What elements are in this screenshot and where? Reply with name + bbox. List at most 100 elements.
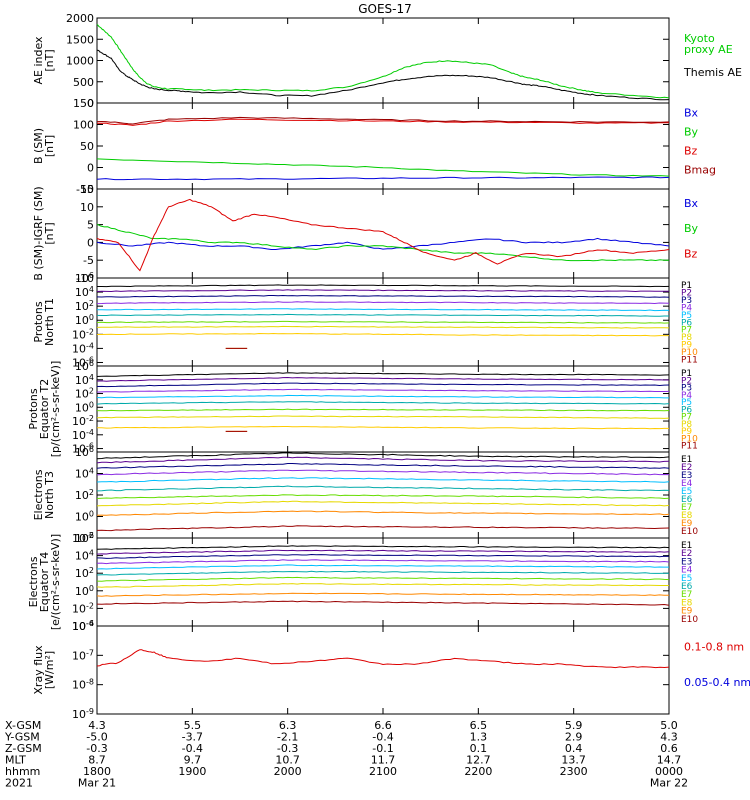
channel-label-e1: E1 [681,455,692,465]
time-row-value: -2.1 [277,731,298,744]
y-axis-label: AE index[nT] [32,36,56,85]
time-row-value: 10.7 [275,754,300,767]
channel-label-e10: E10 [681,615,698,625]
y-tick-label: 5 [87,219,94,232]
y-tick-label: 2000 [66,12,94,25]
time-row-value: Mar 21 [78,777,116,790]
channel-line-p9 [96,425,669,430]
legend-bmag: Bmag [684,164,716,177]
channel-line-e5 [96,564,669,570]
y-tick-label: 150 [73,97,94,110]
channel-label-p8: P8 [681,333,692,343]
channel-label-e1: E1 [681,541,692,551]
y-tick-label: 106 [75,271,94,285]
time-row-value: -3.7 [182,731,203,744]
channel-label-e9: E9 [681,519,693,529]
channel-label-p6: P6 [681,318,692,328]
channel-label-p5: P5 [681,398,692,408]
channel-label-e5: E5 [681,487,692,497]
channel-label-p4: P4 [681,391,692,401]
y-axis-label: B (SM)-IGRF (SM)[nT] [32,186,56,280]
time-row-value: 14.7 [657,754,682,767]
channel-label-p11: P11 [681,442,698,452]
time-row-label: hhmm [5,765,40,778]
channel-label-e5: E5 [681,574,692,584]
channel-label-p11: P11 [681,356,698,366]
channel-label-p2: P2 [681,376,692,386]
legend-by: By [684,222,699,235]
time-row-value: -0.4 [372,731,393,744]
channel-line-e4 [96,559,670,565]
channel-line-p5 [96,394,669,399]
time-row-value: 2100 [369,765,397,778]
channel-label-e10: E10 [681,527,698,537]
y-tick-label: 10-8 [72,678,94,692]
time-axis: X-GSM 4.3 5.5 6.3 6.6 6.5 5.9 5.0Y-GSM -5.0 -3.7-… [4,719,688,790]
y-tick-label: 1500 [66,33,94,46]
legend-themis-ae: Themis AE [683,66,742,79]
time-row-label: MLT [5,754,26,767]
y-tick-label: -10 [76,272,94,285]
y-tick-label: 100 [73,119,94,132]
channel-label-p5: P5 [681,311,692,321]
time-row-value: 6.5 [470,719,488,732]
channel-line-e1 [96,545,670,550]
legend-bz: Bz [684,145,698,158]
time-row-value: 5.5 [184,719,202,732]
series-line-bz [96,198,670,272]
channel-label-p8: P8 [681,420,692,430]
y-tick-label: -5 [83,254,94,267]
time-row-value: 2.9 [565,731,583,744]
channel-line-e2 [96,456,670,464]
channel-line-e6 [96,570,670,576]
channel-line-e1 [96,452,670,460]
y-tick-label: 50 [80,140,94,153]
time-row-value: Mar 22 [650,777,688,790]
channel-label-e2: E2 [681,463,692,473]
channel-line-e8 [96,500,670,507]
legend-bx: Bx [684,197,699,210]
channel-label-p1: P1 [681,369,692,379]
y-tick-label: -50 [76,183,94,196]
time-row-value: 1800 [83,765,111,778]
y-tick-label: 104 [75,285,94,299]
series-line-0-1-0-8-nm [96,649,670,669]
time-row-value: 13.7 [561,754,586,767]
y-tick-label: 102 [75,387,94,401]
time-row-value: 2200 [464,765,492,778]
y-tick-label: 102 [75,299,94,313]
y-tick-label: 100 [75,510,94,524]
y-axis-label: ElectronsNorth T3 [32,469,56,520]
time-row-value: -5.0 [86,731,107,744]
time-row-value: 5.9 [565,719,583,732]
y-axis-label: ElectronsEquator T4[e/(cm²-s-sr-keV)] [27,534,62,630]
channel-label-e4: E4 [681,479,693,489]
y-tick-label: 500 [73,76,94,89]
y-tick-label: 0 [87,162,94,175]
y-tick-label: 10-6 [72,619,94,633]
channel-label-e9: E9 [681,607,693,617]
channel-line-p2 [96,289,670,293]
channel-line-e3 [96,553,670,559]
y-tick-label: 10 [80,201,94,214]
time-row-value: 8.7 [88,754,106,767]
y-tick-label: 10-9 [72,707,94,721]
channel-label-e2: E2 [681,549,692,559]
series-line-bz [96,118,670,126]
channel-label-e3: E3 [681,471,692,481]
channel-line-p5 [97,308,670,312]
y-tick-label: 10-4 [72,428,94,442]
series-line-bmag [96,116,670,125]
channel-line-p3 [96,382,670,388]
channel-line-e2 [96,549,670,555]
time-row-label: Z-GSM [5,742,42,755]
channel-label-e7: E7 [681,503,692,513]
series-line-kyoto-proxy-ae [96,24,670,99]
channel-label-p10: P10 [681,434,698,444]
channel-line-p7 [96,320,670,324]
channel-line-p4 [96,388,670,393]
